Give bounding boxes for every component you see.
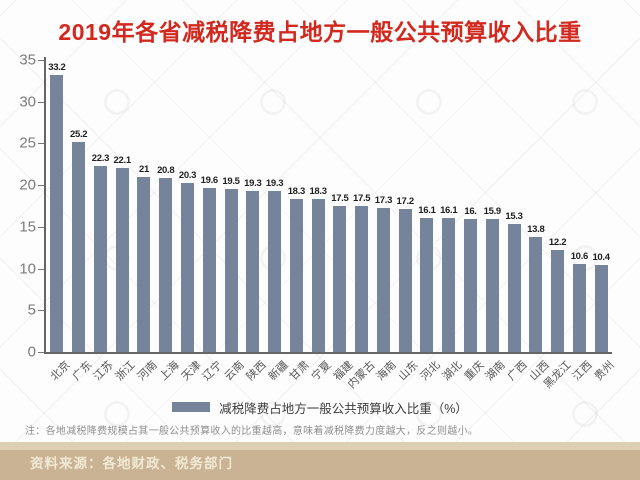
bar-福建 [333,206,347,352]
bar-辽宁 [202,188,216,352]
bar-甘肃 [289,199,303,352]
y-tick-label: 0 [27,343,36,361]
bar-湖北 [442,217,456,352]
y-tick-label: 10 [19,260,36,278]
y-tick-label: 25 [19,134,36,152]
y-tick-mark [38,310,44,312]
value-label: 16.1 [418,204,436,216]
y-tick-label: 35 [19,51,36,69]
footnote: 注：各地减税降费规模占其一般公共预算收入的比重越高，意味着减税降费力度越大，反之… [25,426,479,437]
value-label: 13.8 [527,223,545,235]
value-label: 21 [138,163,149,175]
value-label: 22.3 [91,152,110,164]
bar-北京 [50,75,64,352]
source-band [0,450,640,480]
bar-海南 [376,207,390,352]
value-label: 20.8 [157,165,175,177]
y-tick-mark [38,101,44,103]
bar-陕西 [246,190,260,352]
y-tick-label: 30 [19,93,36,111]
value-label: 17.5 [352,193,371,204]
value-label: 19.3 [244,177,262,189]
bar-黑龙江 [551,250,565,352]
bar-河北 [420,217,434,352]
value-label: 10.6 [570,250,589,262]
bar-重庆 [464,218,477,352]
value-label: 22.1 [113,154,132,166]
legend: 减税降费占地方一般公共预算收入比重（%） [0,399,640,416]
y-tick-label: 5 [27,301,36,319]
value-label: 19.3 [265,177,284,189]
bar-天津 [181,182,194,352]
value-label: 20.3 [178,169,197,181]
value-label: 17.5 [331,193,349,204]
source-text: 资料来源：各地财政、税务部门 [30,456,233,471]
bar-广东 [72,141,86,352]
value-label: 15.3 [505,211,523,223]
bar-内蒙古 [355,206,369,352]
chart-title: 2019年各省减税降费占地方一般公共预算收入比重 [58,19,582,45]
y-tick-mark [38,268,44,270]
bar-河南 [137,176,151,352]
value-label: 17.2 [396,195,415,207]
bar-新疆 [268,190,282,352]
y-tick-mark [38,185,44,187]
bar-山西 [529,236,543,352]
value-label: 19.6 [200,175,219,187]
y-tick-label: 15 [19,218,36,236]
bar-湖南 [485,219,499,352]
legend-swatch [172,402,211,412]
value-label: 15.9 [483,206,502,218]
x-axis-line [44,352,612,354]
bar-江苏 [93,165,107,352]
value-label: 33.2 [48,62,66,74]
y-tick-mark [38,60,44,61]
value-label: 10.4 [592,252,610,264]
bar-上海 [159,178,173,352]
legend-label: 减税降费占地方一般公共预算收入比重（%） [219,401,468,416]
value-label: 16.1 [440,204,458,216]
y-tick-mark [38,143,44,145]
value-label: 19.5 [222,176,240,188]
value-label: 18.3 [309,186,327,198]
source-band-strip [0,442,640,450]
y-tick-label: 20 [19,176,36,194]
bar-云南 [224,189,238,352]
bar-江西 [572,263,586,352]
bar-山东 [398,208,412,352]
bar-广西 [507,224,521,352]
bar-贵州 [594,265,608,352]
value-label: 17.3 [374,194,393,206]
value-label: 18.3 [287,186,306,198]
value-label: 12.2 [548,237,567,249]
bar-宁夏 [311,199,325,352]
x-label-贵州: 贵州 [592,359,617,384]
y-tick-mark [38,226,44,228]
y-axis-line [44,57,46,353]
bar-浙江 [115,167,129,352]
y-tick-mark [38,352,44,353]
value-label: 25.2 [69,128,88,140]
value-label: 16. [464,205,477,217]
